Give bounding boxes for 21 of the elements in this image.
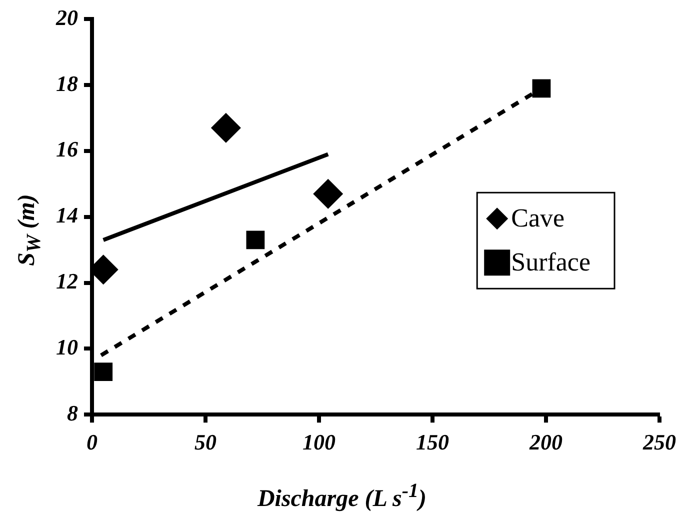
y-tick-label: 12	[56, 268, 78, 294]
y-tick-label: 20	[55, 4, 78, 30]
x-tick-label: 200	[528, 429, 562, 454]
y-tick-label: 14	[56, 202, 78, 228]
x-tick-label: 50	[194, 429, 216, 454]
y-tick-label: 8	[67, 400, 78, 426]
x-tick-label: 250	[642, 429, 676, 454]
y-tick-label: 16	[56, 136, 78, 162]
x-tick-label: 100	[302, 429, 336, 454]
legend-label: Surface	[511, 247, 591, 276]
point	[532, 79, 551, 98]
legend-label: Cave	[511, 203, 565, 232]
y-tick-label: 10	[56, 334, 78, 360]
x-tick-label: 0	[86, 429, 98, 454]
point	[313, 178, 344, 209]
x-axis-title: Discharge (L s$^{-1}$)	[256, 480, 428, 513]
point	[94, 362, 113, 381]
y-tick-label: 18	[56, 70, 78, 96]
point	[210, 112, 241, 143]
x-tick-label: 150	[416, 429, 449, 454]
point	[246, 230, 265, 250]
